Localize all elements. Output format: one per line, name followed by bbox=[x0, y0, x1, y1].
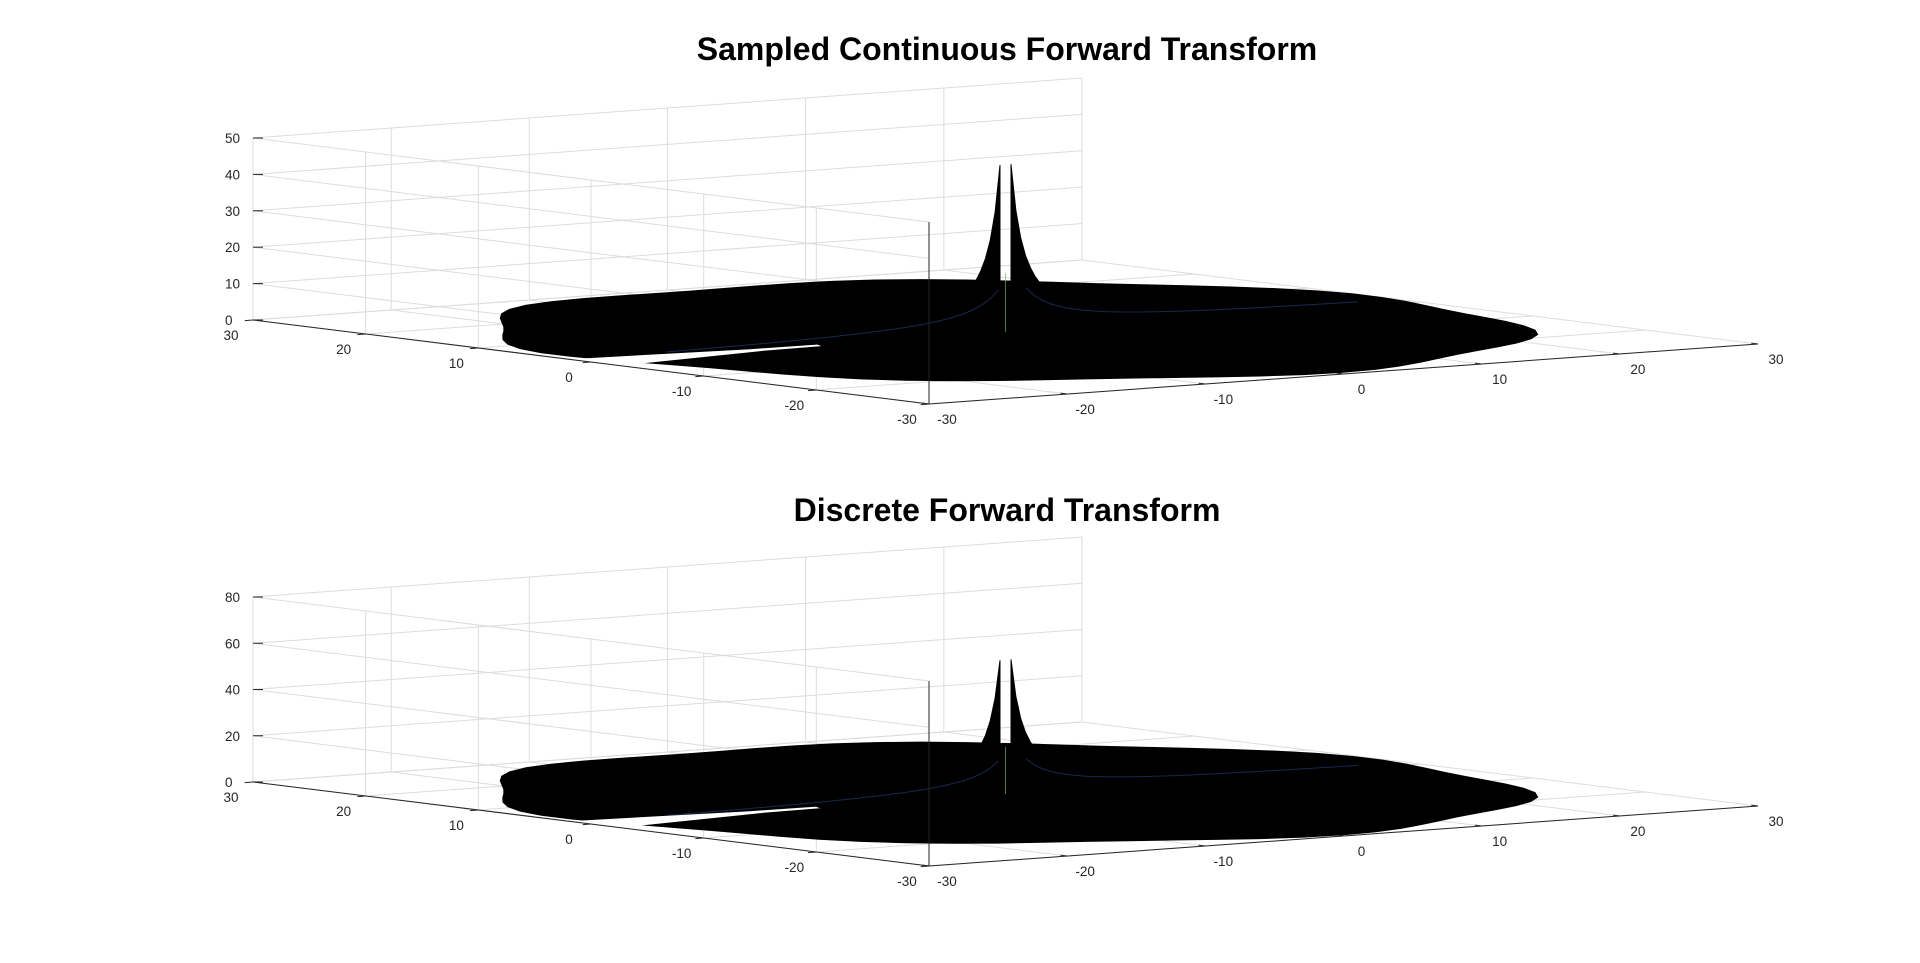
y-tick bbox=[244, 319, 254, 322]
y-tick-label: -10 bbox=[672, 846, 692, 861]
x-tick bbox=[1474, 824, 1482, 827]
y-tick-label: 10 bbox=[449, 818, 464, 833]
x-tick-label: -20 bbox=[1075, 864, 1095, 879]
y-tick-label: 30 bbox=[223, 328, 238, 343]
y-tick-label: -10 bbox=[672, 384, 692, 399]
x-tick bbox=[922, 402, 930, 405]
surface-shading bbox=[1025, 758, 1358, 778]
surface bbox=[499, 659, 1539, 844]
x-tick-label: 30 bbox=[1768, 352, 1783, 367]
x-tick bbox=[922, 864, 930, 867]
surface-shading bbox=[1025, 287, 1358, 313]
z-tick-label: 20 bbox=[225, 729, 240, 744]
y-tick bbox=[582, 361, 592, 364]
x-tick-label: 20 bbox=[1630, 824, 1645, 839]
z-tick-label: 30 bbox=[225, 204, 240, 219]
x-tick-label: -20 bbox=[1075, 402, 1095, 417]
z-tick-label: 80 bbox=[225, 590, 240, 605]
y-tick bbox=[808, 389, 817, 392]
y-tick-label: 0 bbox=[565, 832, 573, 847]
x-tick bbox=[1336, 834, 1344, 837]
z-tick-label: 60 bbox=[225, 636, 240, 651]
z-tick-label: 0 bbox=[225, 313, 233, 328]
axes: 0 10 20 30 40 50 -30 -20 -10 0 10 20 30 -30 -20 -10 0 10 2… bbox=[223, 131, 1783, 427]
x-tick bbox=[1336, 372, 1344, 375]
x-tick-label: -30 bbox=[937, 874, 957, 889]
y-tick bbox=[470, 809, 479, 812]
x-tick-label: -30 bbox=[937, 412, 957, 427]
surface-peak bbox=[806, 164, 1001, 351]
y-tick bbox=[695, 375, 704, 378]
x-tick-label: 0 bbox=[1358, 382, 1366, 397]
z-tick-label: 50 bbox=[225, 131, 240, 146]
z-tick-label: 0 bbox=[225, 775, 233, 790]
y-tick-label: 20 bbox=[336, 342, 351, 357]
x-tick-label: 30 bbox=[1768, 814, 1783, 829]
y-tick bbox=[582, 823, 592, 826]
x-tick-label: 20 bbox=[1630, 362, 1645, 377]
x-tick-label: 10 bbox=[1492, 372, 1507, 387]
x-tick bbox=[1751, 342, 1759, 345]
y-tick-label: 0 bbox=[565, 370, 573, 385]
x-tick bbox=[1474, 362, 1482, 365]
subplot-discrete: Discrete Forward Transform 0 20 40 60 80 -30 -2… bbox=[223, 492, 1783, 889]
x-tick bbox=[1060, 854, 1068, 857]
y-tick-label: 10 bbox=[449, 356, 464, 371]
plot-title: Sampled Continuous Forward Transform bbox=[697, 31, 1318, 67]
x-tick bbox=[1751, 804, 1759, 807]
x-tick bbox=[1198, 844, 1206, 847]
x-tick-label: 10 bbox=[1492, 834, 1507, 849]
x-tick bbox=[1060, 392, 1068, 395]
x-tick bbox=[1613, 352, 1620, 355]
x-tick-label: -10 bbox=[1214, 854, 1234, 869]
grid-line bbox=[252, 259, 1083, 321]
x-tick bbox=[1613, 814, 1620, 817]
x-tick-label: 0 bbox=[1358, 844, 1366, 859]
surface-shading bbox=[666, 289, 999, 353]
surface bbox=[499, 164, 1539, 382]
y-tick bbox=[695, 837, 704, 840]
y-tick-label: -30 bbox=[897, 874, 917, 889]
y-tick bbox=[808, 851, 817, 854]
y-tick-label: 20 bbox=[336, 804, 351, 819]
x-tick-label: -10 bbox=[1214, 392, 1234, 407]
axes: 0 20 40 60 80 -30 -20 -10 0 10 20 30 -30 -20 -10 0 10 20 3… bbox=[223, 590, 1783, 889]
z-tick-label: 10 bbox=[225, 277, 240, 292]
surface-peak bbox=[1010, 164, 1205, 333]
z-tick-label: 20 bbox=[225, 240, 240, 255]
y-tick bbox=[357, 333, 366, 336]
surface-peak bbox=[1010, 659, 1205, 795]
y-tick bbox=[244, 781, 254, 784]
y-tick-label: -20 bbox=[785, 398, 805, 413]
x-tick bbox=[1198, 382, 1206, 385]
plot-title: Discrete Forward Transform bbox=[794, 492, 1221, 528]
z-tick-label: 40 bbox=[225, 683, 240, 698]
z-tick-label: 40 bbox=[225, 167, 240, 182]
y-tick-label: 30 bbox=[223, 790, 238, 805]
subplot-sampled-continuous: Sampled Continuous Forward Transform 0 10 2… bbox=[223, 31, 1783, 427]
grid-line bbox=[252, 721, 1083, 783]
y-tick bbox=[357, 795, 366, 798]
y-tick bbox=[470, 347, 479, 350]
surface-shading bbox=[666, 760, 999, 816]
y-tick-label: -20 bbox=[785, 860, 805, 875]
surface-peak bbox=[806, 660, 1001, 813]
y-tick-label: -30 bbox=[897, 412, 917, 427]
